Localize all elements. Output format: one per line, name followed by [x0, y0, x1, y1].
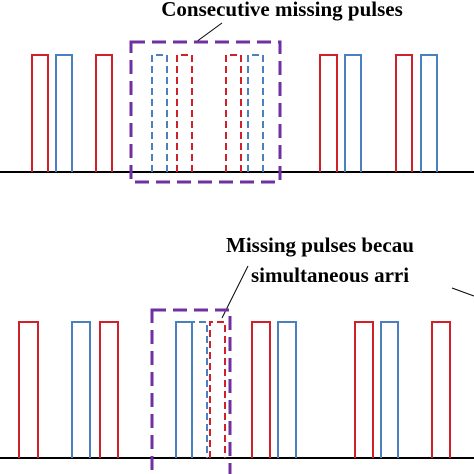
pulse — [99, 321, 119, 458]
missing-pulse — [209, 321, 226, 458]
pointer-line — [195, 22, 223, 43]
pulse — [344, 54, 362, 172]
bottom-panel: Missing pulses becau simultaneous arri — [0, 233, 474, 474]
missing-pulse — [176, 54, 193, 172]
missing-pulse — [225, 54, 242, 172]
missing-pulse — [247, 54, 264, 172]
pulse — [354, 321, 374, 458]
pulse — [55, 54, 73, 172]
highlight-box — [129, 40, 282, 184]
top-label: Consecutive missing pulses — [161, 0, 403, 21]
pointer-line — [451, 287, 474, 297]
top-panel: Consecutive missing pulses — [0, 0, 474, 184]
pulse — [18, 321, 39, 458]
pulse — [420, 54, 438, 172]
pulse — [175, 321, 193, 458]
pulse — [319, 54, 338, 172]
pulse — [380, 321, 399, 458]
missing-pulse — [151, 54, 168, 172]
bottom-label-2: simultaneous arri — [251, 263, 409, 287]
pulse — [31, 54, 49, 172]
pulse — [71, 321, 91, 458]
missing-pulse — [191, 321, 208, 458]
bottom-label-1: Missing pulses becau — [226, 233, 414, 257]
pulse — [251, 321, 271, 458]
pulse — [395, 54, 413, 172]
pulse — [431, 321, 451, 458]
pulse — [95, 54, 113, 172]
pulse — [277, 321, 297, 458]
highlight-box — [150, 308, 232, 474]
